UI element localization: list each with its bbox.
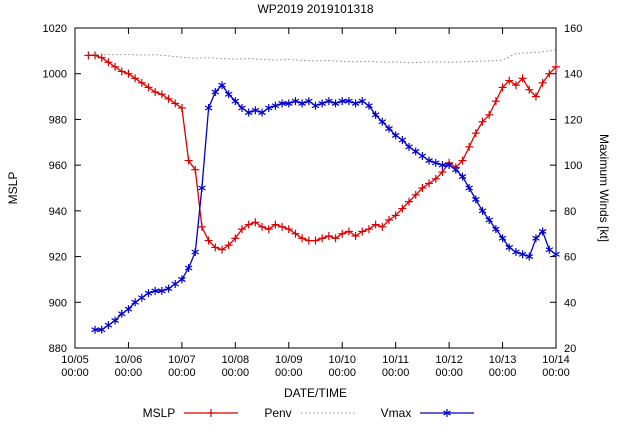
y-right-tick-label: 100 xyxy=(564,160,582,172)
chart-title: WP2019 2019101318 xyxy=(257,2,374,16)
x-tick-label: 10/08 xyxy=(222,354,250,366)
y-left-tick-label: 920 xyxy=(49,252,67,264)
x-tick-label: 00:00 xyxy=(328,367,356,379)
legend-item-penv: Penv xyxy=(264,406,356,420)
x-tick-label: 00:00 xyxy=(489,367,517,379)
y-right-tick-label: 160 xyxy=(564,23,582,35)
x-tick-label: 00:00 xyxy=(275,367,303,379)
x-tick-label: 10/06 xyxy=(115,354,143,366)
series-vmax xyxy=(91,81,560,334)
y-right-tick-label: 80 xyxy=(564,206,576,218)
y-left-tick-label: 900 xyxy=(49,297,67,309)
x-tick-label: 00:00 xyxy=(435,367,463,379)
x-tick-label: 00:00 xyxy=(168,367,196,379)
legend: MSLP Penv Vmax xyxy=(0,406,619,420)
legend-label-penv: Penv xyxy=(264,406,292,420)
y-left-tick-label: 980 xyxy=(49,114,67,126)
y-left-tick-label: 960 xyxy=(49,160,67,172)
y-left-tick-label: 940 xyxy=(49,206,67,218)
x-tick-label: 00:00 xyxy=(115,367,143,379)
x-tick-label: 10/05 xyxy=(61,354,89,366)
x-tick-label: 00:00 xyxy=(382,367,410,379)
y-right-tick-label: 60 xyxy=(564,252,576,264)
x-axis-label: DATE/TIME xyxy=(283,386,348,400)
legend-item-mslp: MSLP xyxy=(143,406,241,420)
x-tick-label: 10/13 xyxy=(489,354,517,366)
y-left-tick-label: 1020 xyxy=(43,23,67,35)
y-left-tick-label: 1000 xyxy=(43,69,67,81)
x-tick-label: 10/09 xyxy=(275,354,303,366)
y-right-tick-label: 40 xyxy=(564,297,576,309)
legend-sample-mslp-line xyxy=(184,409,239,417)
legend-label-vmax: Vmax xyxy=(380,406,412,420)
x-tick-label: 10/07 xyxy=(168,354,196,366)
y-right-tick-label: 120 xyxy=(564,114,582,126)
x-tick-label: 10/11 xyxy=(382,354,409,366)
x-tick-label: 00:00 xyxy=(61,367,89,379)
legend-item-vmax: Vmax xyxy=(381,406,477,420)
y-right-tick-label: 140 xyxy=(564,69,582,81)
legend-label-mslp: MSLP xyxy=(142,406,176,420)
x-tick-label: 10/14 xyxy=(542,354,570,366)
x-tick-label: 00:00 xyxy=(542,367,570,379)
legend-sample-penv-line xyxy=(300,412,355,414)
y-right-tick-label: 20 xyxy=(564,343,576,355)
x-tick-label: 10/12 xyxy=(435,354,463,366)
y-left-tick-label: 880 xyxy=(49,343,67,355)
x-tick-label: 10/10 xyxy=(328,354,356,366)
series-mslp xyxy=(84,51,560,254)
series-penv xyxy=(88,49,557,64)
x-tick-label: 00:00 xyxy=(222,367,250,379)
plot-border xyxy=(74,27,557,349)
legend-sample-vmax-line xyxy=(420,409,475,417)
